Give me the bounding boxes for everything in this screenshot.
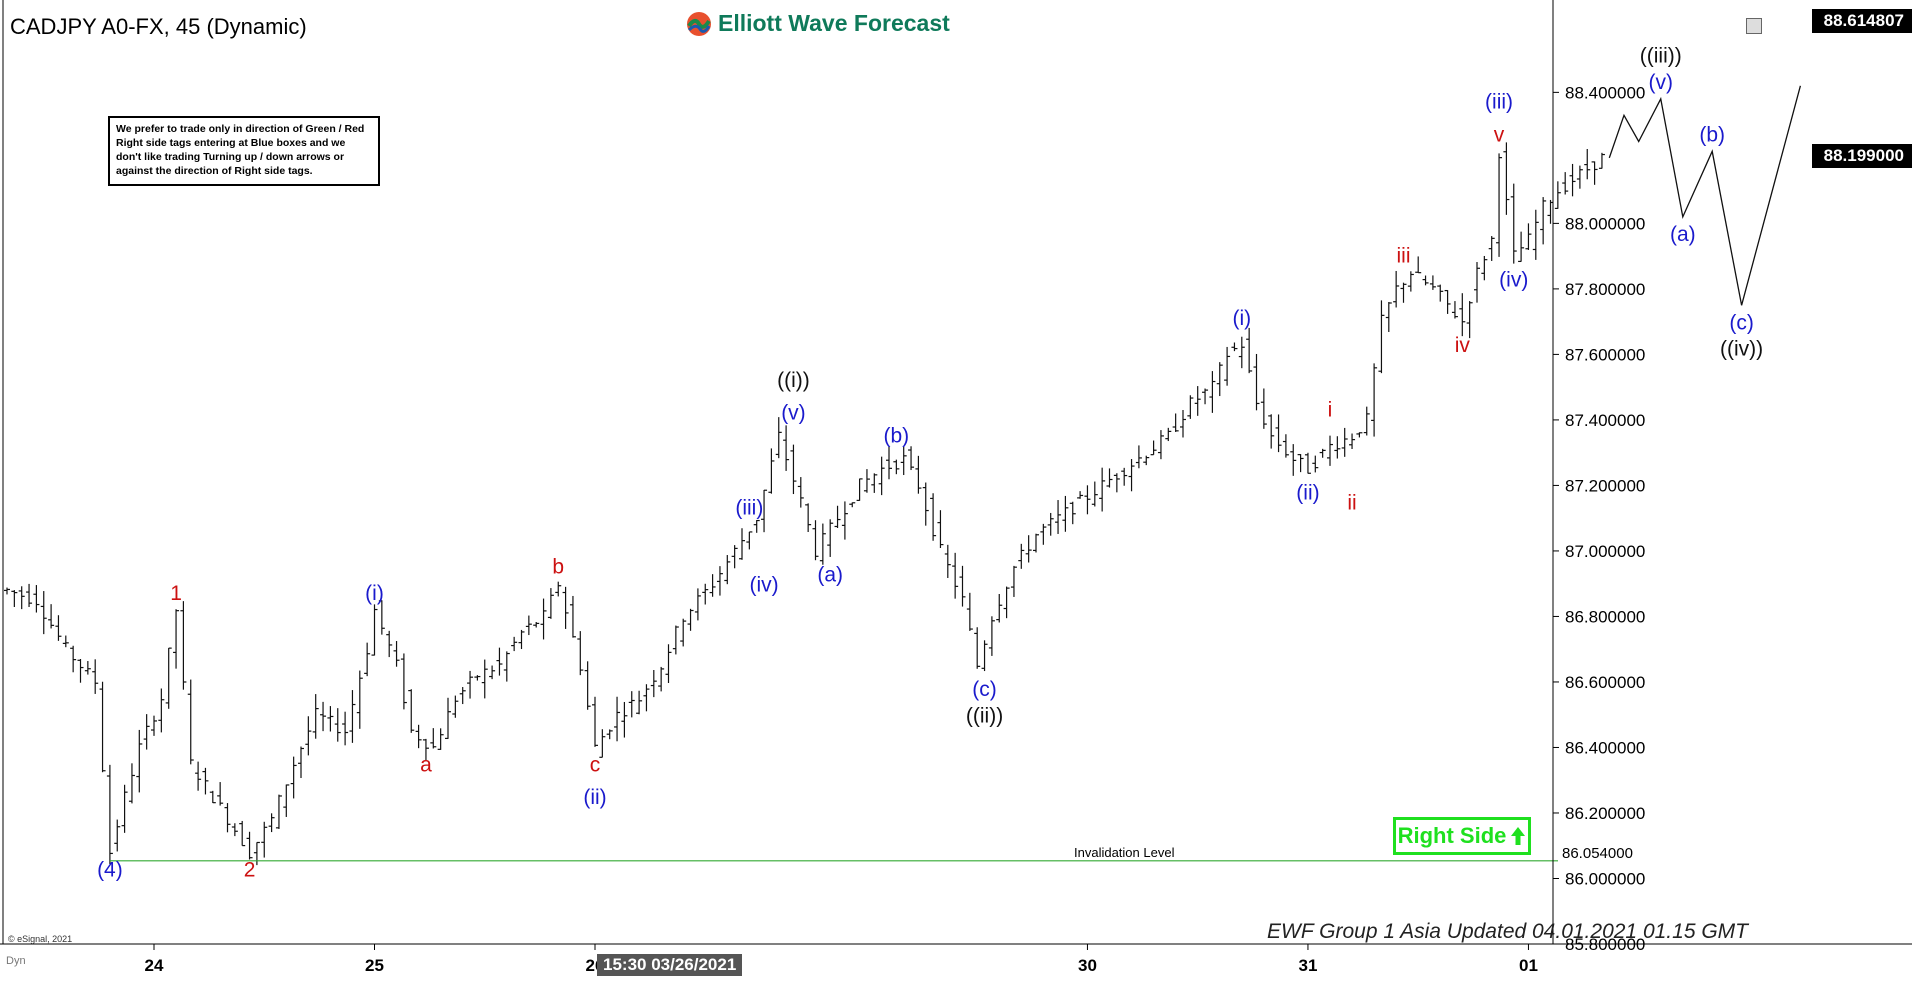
arrow-up-icon [1511, 827, 1526, 845]
wave-label: (c) [1729, 311, 1754, 334]
update-footer: EWF Group 1 Asia Updated 04.01.2021 01.1… [1267, 920, 1748, 943]
wave-label: ii [1347, 491, 1356, 514]
y-tick-label: 87.600000 [1565, 345, 1645, 364]
trading-note: We prefer to trade only in direction of … [108, 116, 380, 186]
y-tick-label: 85.800000 [1565, 935, 1645, 954]
chart-title: CADJPY A0-FX, 45 (Dynamic) [10, 14, 307, 39]
x-tick-label: 31 [1298, 956, 1317, 975]
wave-label: iv [1455, 334, 1471, 357]
projection-path [1608, 85, 1802, 306]
current-price-badge: 88.199000 [1811, 144, 1912, 168]
y-tick-label: 88.400000 [1565, 83, 1645, 102]
wave-label: (b) [884, 425, 910, 448]
wave-label: (iv) [749, 573, 778, 596]
wave-label: v [1494, 123, 1505, 146]
wave-label: (iii) [735, 497, 763, 520]
y-tick-label: 86.400000 [1565, 738, 1645, 757]
right-side-tag: Right Side [1393, 817, 1531, 855]
wave-label: (ii) [1296, 482, 1319, 505]
dyn-label: Dyn [6, 955, 26, 967]
wave-label: ((iv)) [1720, 337, 1763, 360]
wave-label: (iii) [1485, 91, 1513, 114]
wave-label: 2 [244, 858, 256, 881]
wave-label: a [420, 753, 432, 776]
wave-label: i [1328, 398, 1333, 421]
wave-label: (v) [1649, 71, 1674, 94]
top-price-badge: 88.614807 [1811, 9, 1912, 33]
y-tick-label: 87.000000 [1565, 542, 1645, 561]
window-restore-icon[interactable] [1746, 18, 1762, 34]
y-tick-label: 87.400000 [1565, 411, 1645, 430]
crosshair-timestamp: 15:30 03/26/2021 [597, 954, 743, 976]
wave-label: (a) [817, 563, 843, 586]
wave-label: (a) [1670, 223, 1696, 246]
wave-label: 1 [170, 582, 182, 605]
x-tick-label: 24 [145, 956, 164, 975]
logo-text: Elliott Wave Forecast [718, 10, 950, 36]
wave-label: c [590, 753, 601, 776]
wave-label: (ii) [583, 786, 606, 809]
brand-logo: Elliott Wave Forecast [680, 8, 956, 39]
y-tick-label: 86.600000 [1565, 673, 1645, 692]
wave-label: iii [1397, 245, 1411, 268]
invalidation-value: 86.054000 [1562, 845, 1633, 862]
x-tick-label: 25 [365, 956, 384, 975]
x-tick-label: 01 [1519, 956, 1538, 975]
y-tick-label: 86.000000 [1565, 869, 1645, 888]
invalidation-label: Invalidation Level [1074, 845, 1175, 860]
wave-label: (4) [97, 858, 123, 881]
x-tick-label: 30 [1078, 956, 1097, 975]
wave-label: (v) [781, 402, 806, 425]
wave-label: (i) [365, 582, 384, 605]
copyright-text: © eSignal, 2021 [8, 934, 73, 944]
wave-label: b [552, 556, 564, 579]
wave-label: (c) [972, 678, 997, 701]
wave-label: (i) [1232, 307, 1251, 330]
logo-icon [687, 11, 711, 36]
y-tick-label: 86.800000 [1565, 607, 1645, 626]
wave-label: (iv) [1499, 269, 1528, 292]
y-tick-label: 87.800000 [1565, 280, 1645, 299]
wave-label: ((i)) [777, 369, 810, 392]
y-tick-label: 88.000000 [1565, 214, 1645, 233]
y-tick-label: 87.200000 [1565, 476, 1645, 495]
wave-label: (b) [1699, 123, 1725, 146]
right-side-label: Right Side [1397, 823, 1507, 848]
wave-label: ((ii)) [966, 704, 1003, 727]
y-tick-label: 86.200000 [1565, 804, 1645, 823]
wave-label: ((iii)) [1640, 45, 1682, 68]
